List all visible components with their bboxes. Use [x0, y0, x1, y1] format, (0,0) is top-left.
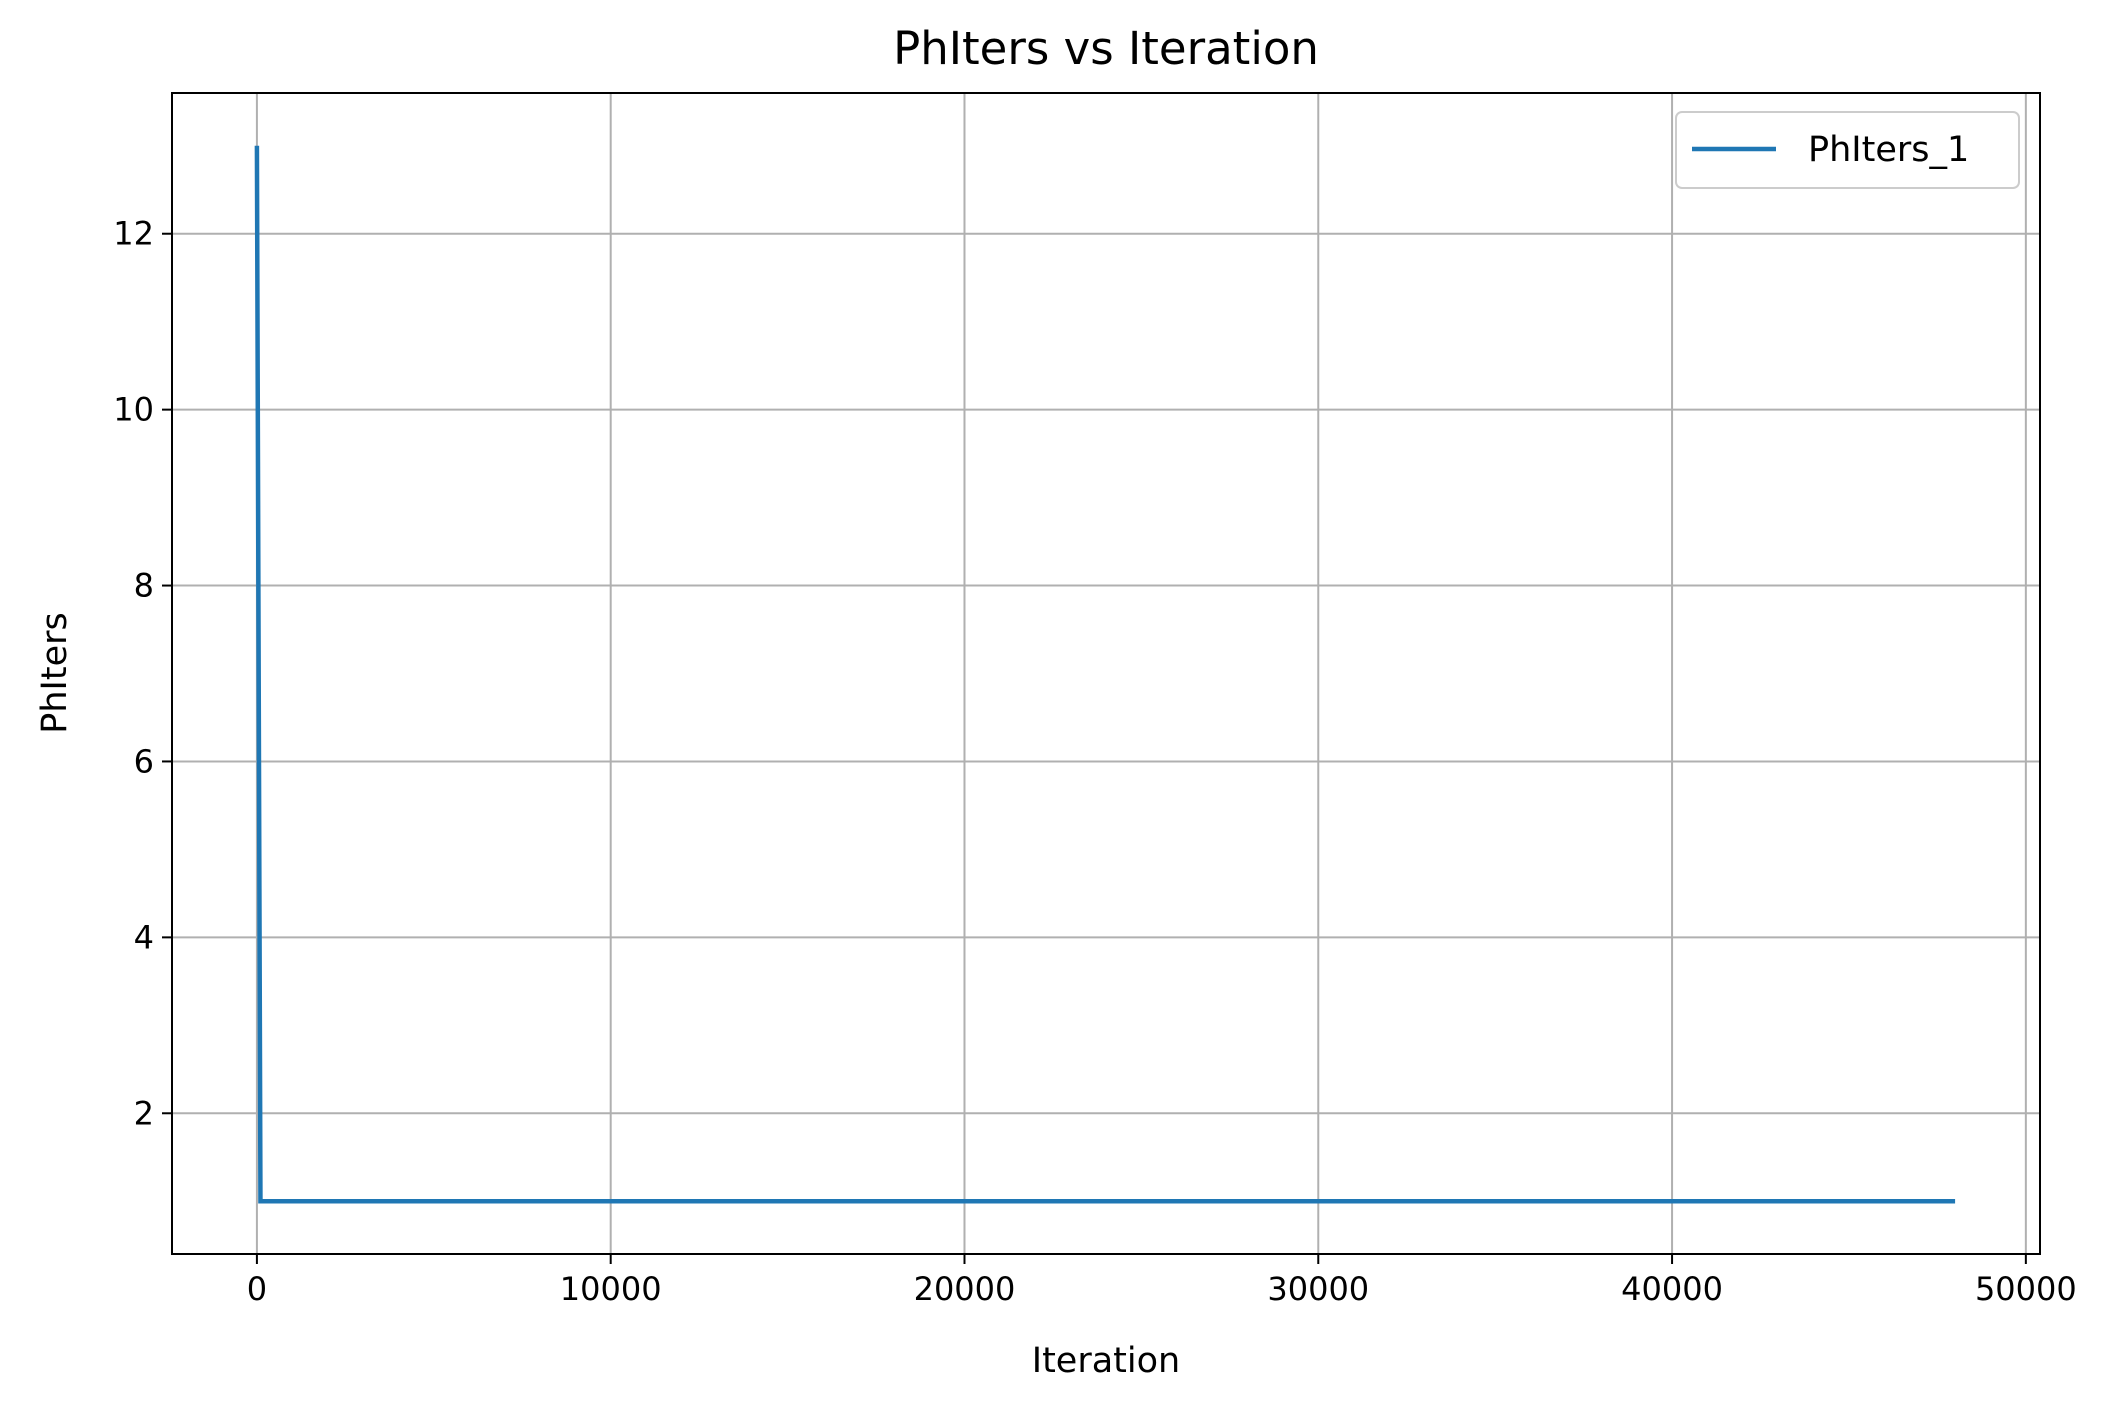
x-tick-label-0: 0: [247, 1270, 267, 1308]
legend-box: [1675, 111, 2020, 189]
legend-label-phiters-1: PhIters_1: [1808, 130, 1969, 170]
y-tick-label-4: 4: [134, 918, 154, 956]
plot-area-frame: [171, 92, 2041, 1255]
y-axis-label: PhIters: [35, 612, 75, 734]
y-tick-label-12: 12: [113, 215, 154, 253]
x-tick-label-10000: 10000: [560, 1270, 662, 1308]
x-axis-label: Iteration: [1032, 1341, 1180, 1381]
legend: PhIters_1: [1675, 111, 2020, 189]
y-tick-label-8: 8: [134, 567, 154, 605]
x-tick-label-50000: 50000: [1975, 1270, 2077, 1308]
chart-title: PhIters vs Iteration: [893, 22, 1319, 75]
grid: [172, 93, 2040, 1254]
series-layer: [254, 145, 1956, 1204]
x-tick-label-40000: 40000: [1621, 1270, 1723, 1308]
x-tick-label-30000: 30000: [1267, 1270, 1369, 1308]
y-tick-label-10: 10: [113, 391, 154, 429]
y-tick-label-6: 6: [134, 742, 154, 780]
series-line-phiters-1: [254, 145, 1956, 1204]
y-axis-ticks: 2 4 6 8 10 12: [113, 215, 172, 1132]
y-tick-label-2: 2: [134, 1094, 154, 1132]
x-tick-label-20000: 20000: [914, 1270, 1016, 1308]
x-axis-ticks: 0 10000 20000 30000 40000 50000: [247, 1254, 2077, 1308]
